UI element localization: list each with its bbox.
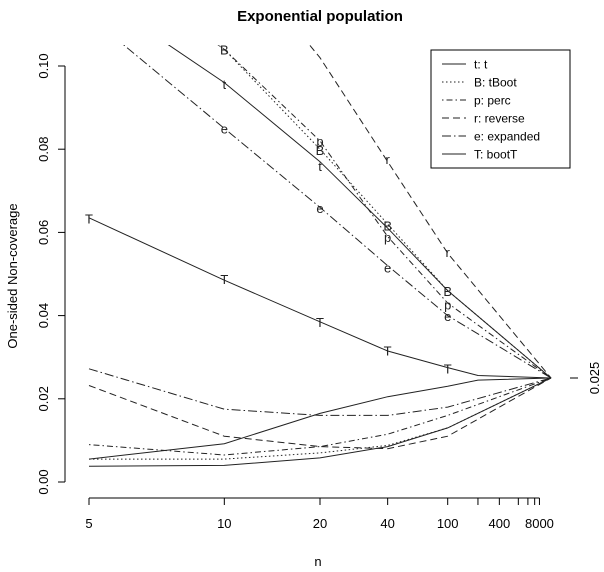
chart-title: Exponential population (237, 8, 403, 25)
legend-entry-e: e: expanded (474, 130, 540, 144)
series-p-upper (217, 45, 552, 379)
point-label-B: B (316, 143, 325, 158)
series-p-lower (88, 377, 552, 456)
point-label-e: e (316, 201, 323, 216)
series-B-lower (89, 377, 552, 460)
y-axis: 0.00 0.02 0.04 0.06 0.08 0.10 (36, 53, 66, 495)
y-tick-label: 0.08 (36, 137, 51, 162)
x-tick-label: 8000 (525, 516, 554, 531)
y-tick-label: 0.02 (36, 386, 51, 411)
x-tick-label: 40 (380, 516, 394, 531)
point-label-T: T (316, 315, 324, 330)
point-label-r: r (446, 245, 451, 260)
point-label-T: T (220, 272, 228, 287)
series-r-upper (308, 45, 552, 379)
series-t-upper (167, 45, 552, 379)
point-label-t: t (223, 77, 227, 92)
legend-entry-T: T: bootT (474, 148, 518, 162)
reference-label: 0.025 (587, 362, 602, 395)
point-label-r: r (385, 152, 390, 167)
point-label-p: p (444, 298, 451, 313)
reference-marker: 0.025 (570, 362, 602, 395)
point-label-e: e (384, 260, 391, 275)
legend-entry-B: B: tBoot (474, 76, 517, 90)
x-tick-label: 400 (488, 516, 510, 531)
x-tick-label: 20 (313, 516, 327, 531)
series-t-lower (88, 377, 552, 467)
point-label-B: B (443, 284, 452, 299)
point-label-e: e (444, 309, 451, 324)
x-tick-label: 5 (85, 516, 92, 531)
y-tick-label: 0.10 (36, 53, 51, 78)
point-label-p: p (316, 134, 323, 149)
series-r-lower (88, 377, 552, 450)
point-label-B: B (220, 43, 229, 58)
series-e-lower (88, 368, 552, 416)
x-axis: 5 10 20 40 100 400 8000 (85, 497, 554, 531)
plot-area (88, 45, 552, 467)
point-label-p: p (384, 230, 391, 245)
y-tick-label: 0.00 (36, 469, 51, 494)
legend-entry-t: t: t (474, 58, 488, 72)
point-label-e: e (221, 122, 228, 137)
x-tick-label: 100 (437, 516, 459, 531)
legend: t: t B: tBoot p: perc r: reverse e: expanded… (430, 49, 571, 169)
series-T-upper (88, 217, 552, 379)
point-label-T: T (384, 343, 392, 358)
point-label-T: T (85, 212, 93, 227)
point-label-B: B (383, 219, 392, 234)
point-label-t: t (318, 159, 322, 174)
series-T-lower (88, 377, 552, 460)
legend-entry-p: p: perc (474, 94, 511, 108)
legend-entry-r: r: reverse (474, 112, 525, 126)
y-axis-label: One-sided Non-coverage (5, 203, 20, 348)
series-B-upper (217, 45, 552, 379)
x-tick-label: 10 (217, 516, 231, 531)
y-tick-label: 0.06 (36, 220, 51, 245)
point-label-T: T (444, 361, 452, 376)
series-e-upper (123, 45, 552, 379)
legend-box (430, 49, 571, 169)
x-axis-label: n (314, 554, 321, 569)
y-tick-label: 0.04 (36, 303, 51, 328)
